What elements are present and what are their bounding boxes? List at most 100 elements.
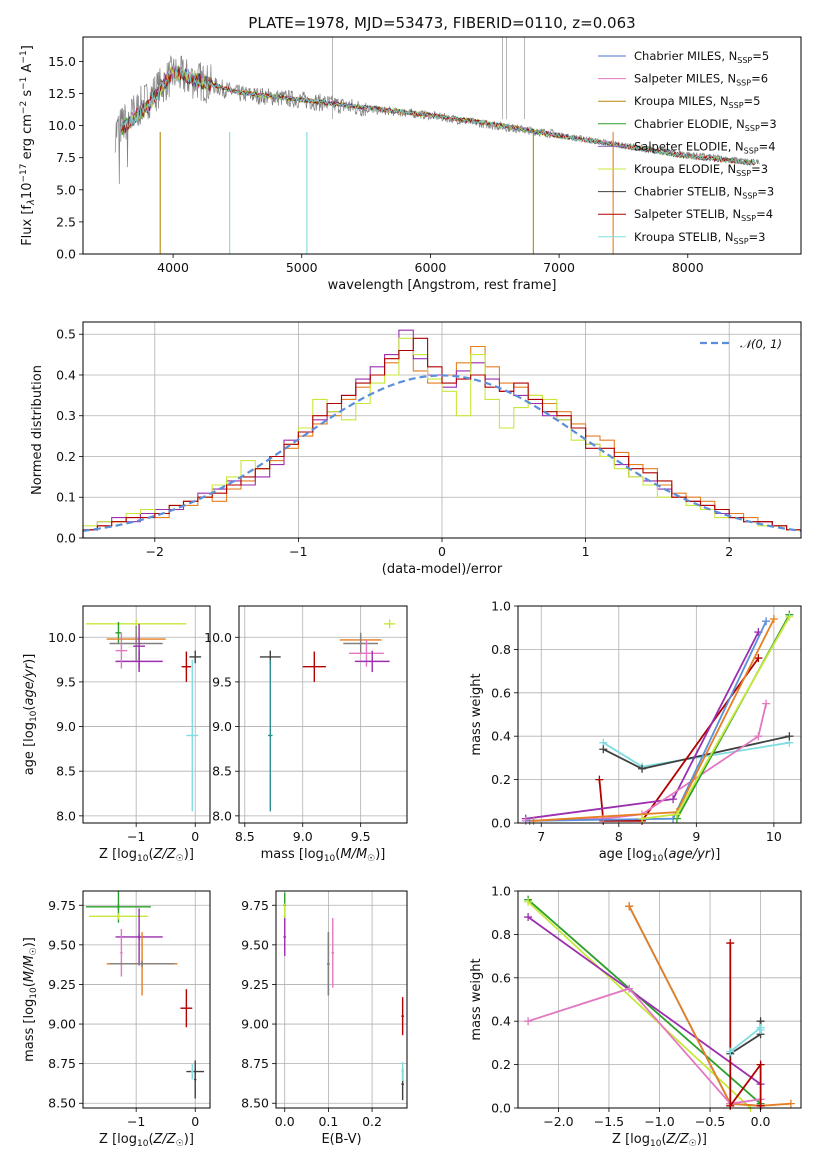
x-tick-label: −0.5 <box>695 1114 725 1129</box>
y-tick-label: 10.0 <box>48 118 76 133</box>
series-marker <box>786 1099 795 1108</box>
y-tick-label: 0.6 <box>491 685 511 700</box>
panel-mass-vs-EBV: 0.0 0.1 0.2 8.50 8.75 9.00 9.25 9.50 9.75 E(B-V) <box>241 890 408 1147</box>
legend-label: Salpeter ELODIE, NSSP=4 <box>634 139 776 155</box>
x-tick-label: 0 <box>191 829 199 844</box>
y-axis-label: mass weight <box>469 673 484 755</box>
plot-area <box>82 329 802 538</box>
series-marker <box>785 732 794 741</box>
series-path <box>527 987 761 1105</box>
plot-area <box>283 892 404 1101</box>
series-marker <box>726 1047 735 1056</box>
y-axis-label: mass weight <box>469 958 484 1040</box>
panel-residuals: −2 −1 0 1 2 0.0 0.1 0.2 0.3 0.4 0.5 (data-model)/er… <box>30 321 802 577</box>
errorbar-point <box>115 632 128 669</box>
legend-label: Chabrier ELODIE, NSSP=3 <box>634 117 777 133</box>
x-tick-label: 0.2 <box>362 1114 382 1129</box>
series-marker <box>769 615 778 624</box>
errorbar-point <box>302 651 326 682</box>
series-path <box>525 631 760 820</box>
y-tick-label: 0.8 <box>491 642 511 657</box>
plot-area <box>85 619 202 812</box>
series-marker <box>672 810 681 819</box>
series-marker <box>524 897 533 906</box>
model-line <box>121 65 755 166</box>
errorbar-point <box>343 632 379 655</box>
legend-label: Kroupa STELIB, NSSP=3 <box>634 230 765 246</box>
legend-label: Salpeter MILES, NSSP=6 <box>634 72 768 88</box>
axes-frame <box>517 890 802 1109</box>
series-line <box>521 628 763 823</box>
errorbar-point <box>401 997 404 1036</box>
x-tick-label: 8 <box>615 829 623 844</box>
panel-massweight-vs-Z: −2.0 −1.5 −1.0 −0.5 0.0 0.0 0.2 0.4 0.6 0.8 1.0 Z [… <box>469 884 802 1149</box>
errorbar-point <box>383 619 396 629</box>
y-tick-label: 0.8 <box>491 927 511 942</box>
x-tick-label: −2.0 <box>543 1114 573 1129</box>
errorbar-point <box>115 622 122 644</box>
x-tick-label: 8000 <box>672 260 704 275</box>
series-marker <box>762 617 771 626</box>
x-tick-label: −1 <box>127 829 145 844</box>
y-tick-label: 8.75 <box>241 1056 269 1071</box>
errorbar-point <box>327 932 330 996</box>
x-tick-label: 2 <box>725 544 733 559</box>
y-tick-label: 8.0 <box>212 808 232 823</box>
y-tick-label: 0.0 <box>491 1101 511 1116</box>
plot-area <box>259 619 396 812</box>
panel-age-vs-Z: −1 0 8.0 8.5 9.0 9.5 10.0 Z [log10(Z/Z☉)] age [l… <box>22 605 211 864</box>
series-line <box>638 612 794 823</box>
gridlines <box>518 890 801 1109</box>
y-tick-label: 0.5 <box>56 327 76 342</box>
x-tick-label: 8.5 <box>235 829 255 844</box>
series-line <box>524 913 765 1089</box>
x-axis-label: mass [log10(M/M☉)] <box>261 847 386 864</box>
series-line <box>525 617 771 825</box>
legend: Chabrier MILES, NSSP=5 Salpeter MILES, NS… <box>598 49 777 246</box>
y-tick-label: 0.3 <box>56 408 76 423</box>
axes-frame <box>517 605 802 824</box>
y-tick-label: 15.0 <box>48 54 76 69</box>
y-tick-label: 1.0 <box>491 884 511 899</box>
errorbar-point <box>401 1062 404 1082</box>
legend-label: Chabrier STELIB, NSSP=3 <box>634 185 774 201</box>
errorbar-point <box>331 917 335 988</box>
y-axis-label: Normed distribution <box>30 365 45 495</box>
y-tick-label: 8.50 <box>241 1096 269 1111</box>
errorbar-point <box>180 989 193 1028</box>
panel-spectrum: 4000 5000 6000 7000 8000 0.0 2.5 5.0 7.5 10.0 12.5… <box>19 14 802 293</box>
y-tick-label: 0.2 <box>491 1057 511 1072</box>
plot-area <box>524 895 795 1112</box>
legend-label: Chabrier MILES, NSSP=5 <box>634 49 769 65</box>
series-line <box>726 939 765 1110</box>
y-tick-label: 9.0 <box>56 719 76 734</box>
y-tick-label: 9.50 <box>48 937 76 952</box>
y-tick-label: 8.75 <box>48 1056 76 1071</box>
y-tick-label: 9.0 <box>212 719 232 734</box>
y-tick-label: 9.75 <box>48 898 76 913</box>
series-marker <box>638 814 647 823</box>
errorbar-point <box>133 623 146 669</box>
axes-frame <box>82 36 802 255</box>
x-tick-label: 9.5 <box>351 829 371 844</box>
y-tick-label: 8.50 <box>48 1096 76 1111</box>
series-line <box>599 732 794 773</box>
series-marker <box>524 913 533 922</box>
y-tick-label: 12.5 <box>48 86 76 101</box>
legend: 𝒩(0, 1) <box>700 337 782 351</box>
x-tick-label: 5000 <box>286 260 318 275</box>
series-line <box>625 902 765 1110</box>
errorbar-point <box>88 913 148 920</box>
y-tick-label: 9.5 <box>212 674 232 689</box>
series-path <box>729 1025 762 1053</box>
y-tick-label: 5.0 <box>56 182 76 197</box>
panel-mass-vs-Z: −1 0 8.50 8.75 9.00 9.25 9.50 9.75 Z [log10(Z/Z☉… <box>22 890 211 1149</box>
series-line <box>726 1023 765 1056</box>
series-marker <box>595 775 604 784</box>
x-axis-label: Z [log10(Z/Z☉)] <box>612 1132 707 1149</box>
errorbar-point <box>191 1063 194 1080</box>
y-tick-label: 10.0 <box>48 630 76 645</box>
axes-frame <box>82 321 802 539</box>
errorbar-point <box>189 650 202 664</box>
